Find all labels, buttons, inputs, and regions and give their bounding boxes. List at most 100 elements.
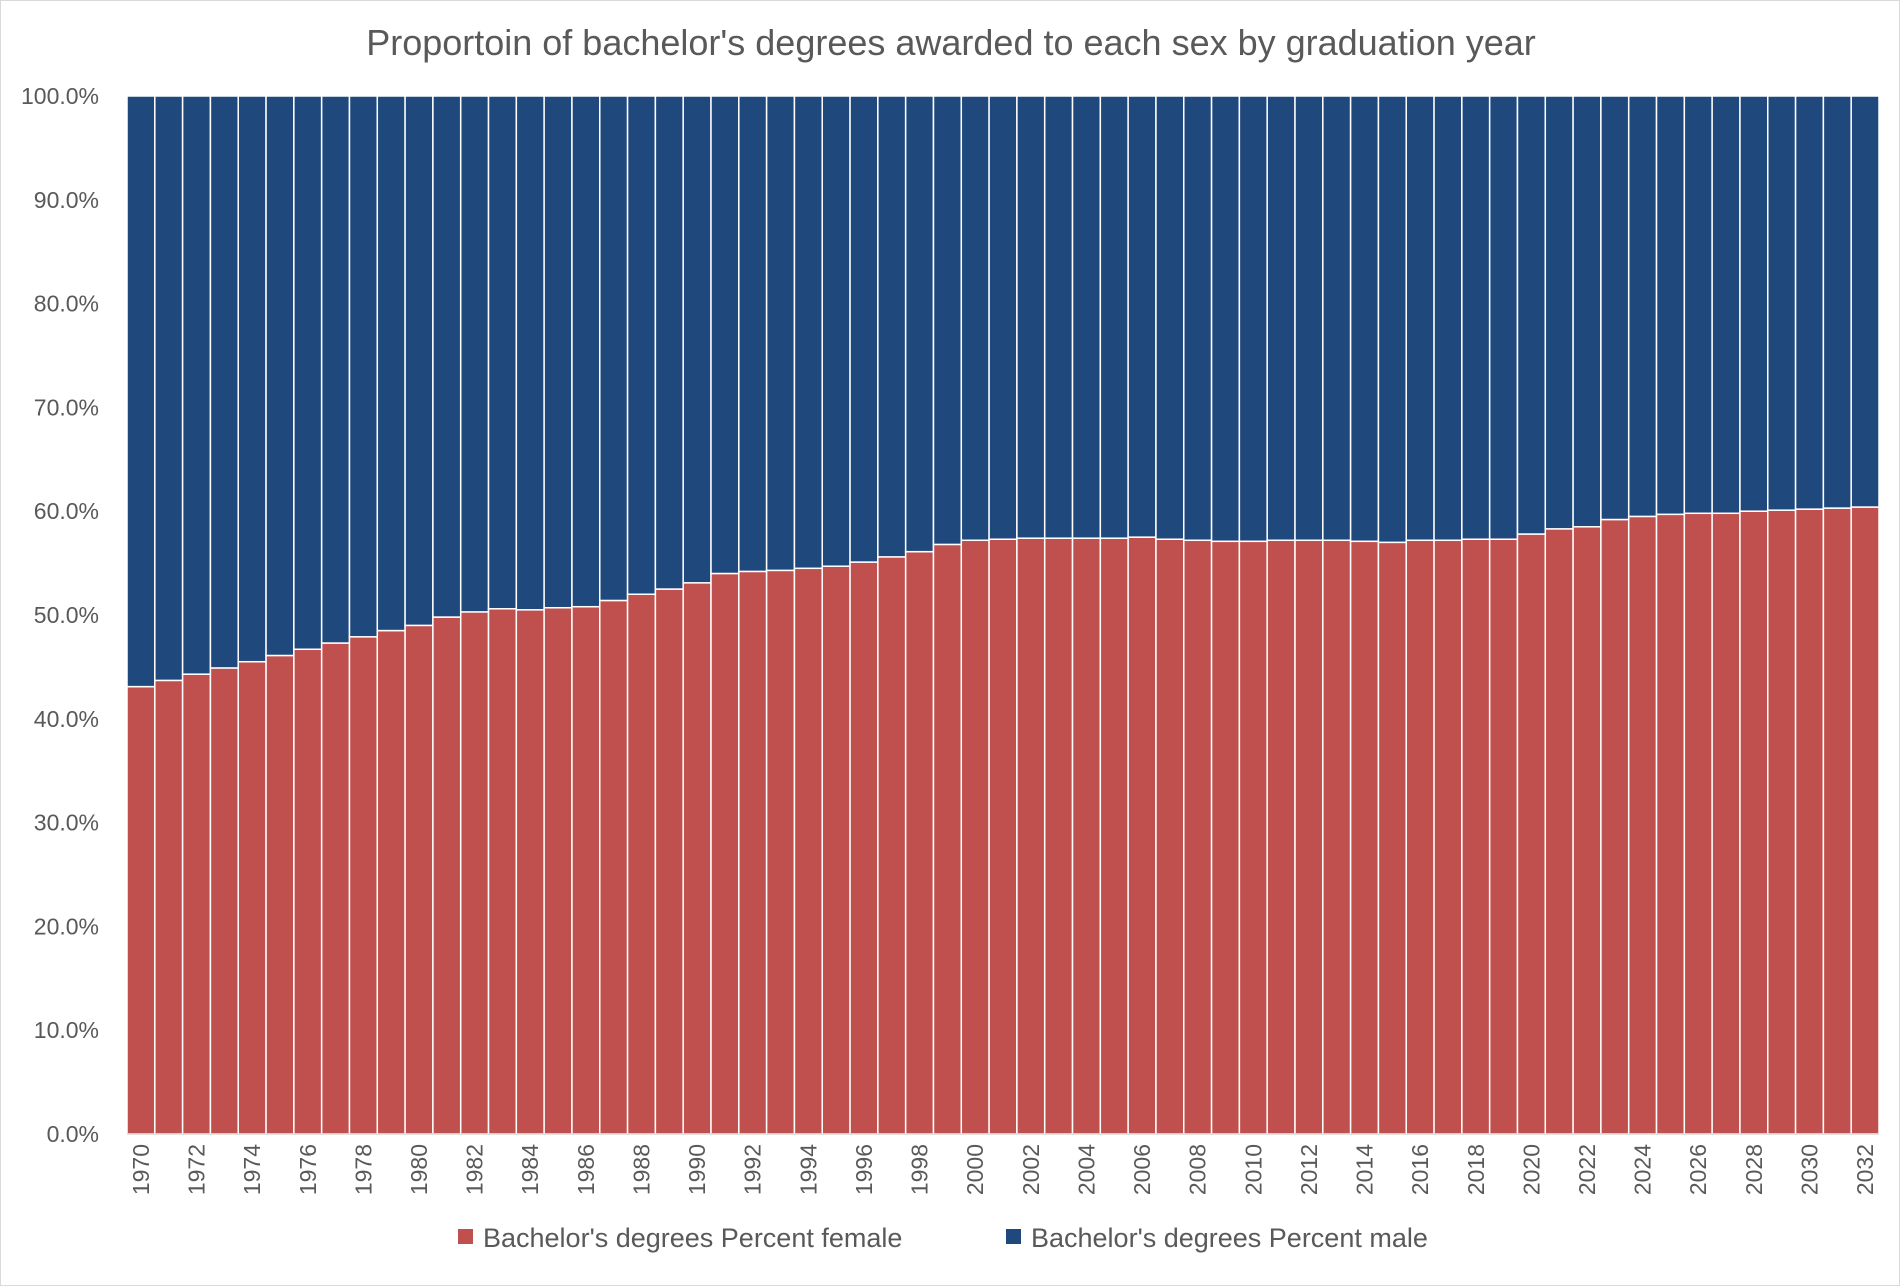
y-tick-label: 0.0% (47, 1121, 99, 1147)
bar-female (932, 543, 963, 1135)
bar-male (1071, 95, 1102, 539)
x-tick-label: 1998 (907, 1144, 933, 1195)
x-tick-label: 1970 (128, 1144, 154, 1195)
bar-female (1488, 538, 1519, 1135)
bar-female (1071, 537, 1102, 1135)
bar-male (1016, 95, 1046, 539)
bar-female (237, 660, 267, 1135)
bar-female (1405, 539, 1435, 1135)
bar-male (154, 95, 184, 682)
bar-male (459, 95, 490, 613)
bar-male (1794, 95, 1825, 510)
chart-title: Proportoin of bachelor's degrees awarded… (366, 22, 1536, 63)
y-tick-label: 30.0% (34, 810, 99, 836)
bar-female (1850, 506, 1880, 1135)
bar-female (515, 609, 545, 1135)
bar-male (793, 95, 823, 570)
bar-female (682, 582, 712, 1135)
bar-male (960, 95, 990, 542)
x-tick-label: 2006 (1129, 1144, 1155, 1195)
bar-female (1544, 528, 1574, 1135)
bar-female (1322, 539, 1352, 1135)
bar-male (1210, 95, 1241, 543)
bar-male (626, 95, 657, 595)
legend-label-male: Bachelor's degrees Percent male (1031, 1223, 1428, 1253)
x-axis-ticks: 1970 1972 1974 1976 1978 1980 1982 1984 1986 1988… (128, 1144, 1878, 1195)
bar-female (1238, 540, 1268, 1135)
bar-female (821, 565, 851, 1135)
bar-female (209, 667, 239, 1135)
x-tick-label: 2000 (962, 1144, 988, 1195)
bar-male (1377, 95, 1407, 544)
bar-female (1043, 537, 1074, 1135)
bar-male (1099, 95, 1129, 539)
x-tick-label: 1986 (573, 1144, 599, 1195)
bar-male (599, 95, 629, 602)
bar-male (1627, 95, 1658, 518)
x-tick-label: 2018 (1463, 1144, 1489, 1195)
legend-label-female: Bachelor's degrees Percent female (483, 1223, 902, 1253)
bar-male (1850, 95, 1880, 508)
bar-female (126, 685, 156, 1135)
x-tick-label: 2004 (1073, 1144, 1099, 1195)
bar-female (1461, 538, 1491, 1135)
bar-male (348, 95, 379, 638)
bar-male (571, 95, 601, 608)
bar-female (1600, 518, 1630, 1135)
bar-female (1572, 526, 1602, 1135)
x-tick-label: 2030 (1796, 1144, 1822, 1195)
bar-male (1767, 95, 1797, 511)
bar-male (1155, 95, 1185, 540)
bar-female (849, 561, 879, 1135)
bar-male (1433, 95, 1463, 542)
y-tick-label: 80.0% (34, 291, 99, 317)
bar-male (710, 95, 740, 575)
bar-female (181, 673, 212, 1135)
bar-male (849, 95, 879, 563)
bar-male (765, 95, 796, 572)
x-tick-label: 2020 (1518, 1144, 1544, 1195)
bar-female (1655, 513, 1686, 1135)
bar-male (1683, 95, 1713, 515)
bar-male (1238, 95, 1268, 543)
bar-male (265, 95, 295, 657)
bar-female (1127, 536, 1157, 1135)
y-tick-label: 60.0% (34, 498, 99, 524)
bar-female (376, 629, 406, 1135)
bar-male (738, 95, 768, 573)
bar-female (404, 624, 434, 1135)
bar-female (765, 569, 796, 1135)
bar-male (1266, 95, 1296, 542)
bar-male (181, 95, 212, 675)
bar-female (543, 606, 573, 1135)
bar-male (654, 95, 684, 590)
bar-female (571, 605, 601, 1135)
bar-female (320, 642, 351, 1135)
legend: Bachelor's degrees Percent female Bachel… (458, 1223, 1428, 1253)
x-tick-label: 2026 (1685, 1144, 1711, 1195)
bar-male (404, 95, 434, 627)
bar-female (154, 679, 184, 1135)
bar-male (237, 95, 267, 663)
bar-female (738, 570, 768, 1135)
x-tick-label: 1990 (684, 1144, 710, 1195)
bar-female (654, 588, 684, 1135)
y-tick-label: 90.0% (34, 187, 99, 213)
bar-male (1461, 95, 1491, 540)
bar-male (1711, 95, 1741, 515)
bar-male (1349, 95, 1380, 543)
bar-female (1711, 512, 1741, 1135)
x-tick-label: 1974 (239, 1144, 265, 1195)
bar-female (459, 611, 490, 1135)
bar-female (1516, 533, 1547, 1135)
bar-female (1183, 539, 1213, 1135)
y-tick-label: 10.0% (34, 1017, 99, 1043)
bar-male (1572, 95, 1602, 528)
y-tick-label: 20.0% (34, 913, 99, 939)
x-tick-label: 2024 (1630, 1144, 1656, 1195)
bar-female (1016, 537, 1046, 1135)
bar-male (682, 95, 712, 584)
bar-female (599, 599, 629, 1135)
x-tick-label: 1988 (628, 1144, 654, 1195)
